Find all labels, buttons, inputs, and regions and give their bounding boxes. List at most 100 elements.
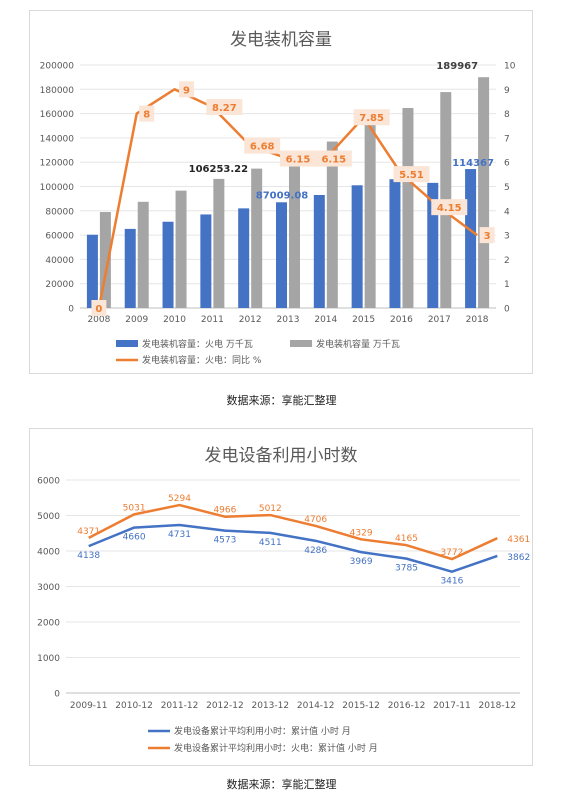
x-tick-label: 2018-12	[478, 701, 516, 711]
data-label-total: 3969	[350, 557, 373, 567]
x-tick-label: 2011	[201, 315, 224, 325]
bar-total	[402, 108, 414, 308]
growth-label-box	[479, 227, 495, 244]
data-label-thermal-2013: 87009.08	[256, 190, 309, 201]
y2-tick-label: 2	[504, 256, 510, 266]
bar-total	[99, 212, 111, 308]
x-tick-label: 2012	[239, 315, 262, 325]
capacity-chart: 0 20000 40000 60000 80000 100000 120000 140000 1…	[40, 61, 516, 366]
data-label-thermal: 4966	[213, 506, 236, 516]
x-tick-label: 2017	[428, 315, 451, 325]
x-tick-label: 2014	[314, 315, 337, 325]
growth-data-label: 0	[95, 304, 102, 315]
x-tick-label: 2010-12	[115, 701, 153, 711]
line-total	[88, 523, 498, 573]
bar-total	[251, 168, 263, 308]
line-thermal	[88, 503, 498, 561]
data-label-total: 4573	[213, 536, 236, 546]
y2-tick-label: 3	[504, 232, 510, 242]
data-label-total: 3785	[395, 564, 418, 574]
y-tick-label: 0	[54, 690, 60, 700]
data-label-total: 4138	[77, 551, 100, 561]
legend-label-thermal: 发电装机容量：火电 万千瓦	[142, 338, 253, 350]
growth-data-label: 6.68	[250, 142, 275, 153]
y-tick-label: 5000	[37, 512, 60, 522]
growth-label-box	[431, 199, 468, 216]
data-label-thermal: 5012	[259, 504, 282, 514]
growth-label-box	[91, 300, 107, 316]
data-label-thermal: 4706	[304, 515, 327, 525]
y-tick-label: 3000	[37, 583, 60, 593]
y-tick-label: 180000	[40, 86, 75, 96]
x-tick-label: 2009-11	[70, 701, 108, 711]
bar-thermal	[276, 202, 287, 308]
x-tick-label: 2015	[352, 315, 375, 325]
data-label-total-2018: 189967	[436, 61, 478, 72]
data-label-thermal: 4371	[77, 527, 100, 537]
x-tick-label: 2008	[87, 315, 110, 325]
y-tick-label: 100000	[40, 183, 75, 193]
x-tick-label: 2011-12	[161, 701, 199, 711]
growth-data-label: 5.51	[399, 170, 424, 181]
data-label-thermal: 4165	[395, 534, 418, 544]
y-tick-label: 20000	[45, 280, 74, 290]
bar-total	[289, 156, 300, 308]
source-note-2: 数据来源：享能汇整理	[226, 778, 337, 791]
bar-thermal	[351, 185, 363, 308]
x-tick-label: 2014-12	[297, 701, 335, 711]
y-tick-label: 6000	[37, 477, 60, 487]
growth-label-box	[206, 99, 243, 116]
growth-label-box	[393, 166, 430, 183]
y2-tick-label: 6	[504, 159, 510, 169]
bar-total	[326, 141, 338, 308]
growth-data-label: 8.27	[212, 103, 237, 114]
x-tick-label: 2016	[390, 315, 413, 325]
data-label-total: 4660	[123, 533, 146, 543]
data-label-total: 4286	[304, 546, 327, 556]
growth-label-box	[353, 109, 390, 126]
data-label-total: 3862	[507, 553, 530, 563]
y2-tick-label: 7	[504, 134, 510, 144]
data-label-total: 4731	[168, 530, 191, 540]
y-tick-label: 40000	[45, 256, 74, 266]
y2-tick-label: 9	[504, 86, 510, 96]
y-tick-label: 80000	[45, 207, 74, 217]
y-tick-label: 60000	[45, 232, 74, 242]
legend-swatch-total	[290, 340, 312, 347]
bar-total	[213, 178, 225, 308]
growth-label-box	[139, 105, 155, 122]
y2-tick-label: 0	[504, 305, 510, 315]
y2-tick-label: 4	[504, 207, 510, 217]
bar-thermal	[162, 221, 174, 308]
growth-data-label: 9	[183, 85, 190, 96]
x-tick-label: 2016-12	[388, 701, 426, 711]
utilization-chart: 0 1000 2000 3000 4000 5000 6000 2009-11 2010-12 2…	[37, 477, 530, 755]
growth-label-box	[244, 137, 281, 154]
bar-total	[364, 122, 376, 309]
growth-label-box	[179, 81, 195, 98]
bar-total	[478, 77, 490, 308]
data-label-thermal: 5031	[123, 503, 146, 513]
y-tick-label: 4000	[37, 548, 60, 558]
x-tick-label: 2012-12	[206, 701, 244, 711]
bar-total	[137, 201, 149, 308]
growth-data-label: 3	[484, 231, 491, 242]
bar-total	[175, 190, 187, 308]
data-label-total: 3416	[440, 577, 463, 587]
bar-thermal	[238, 208, 250, 308]
data-label-thermal: 4329	[350, 528, 373, 538]
x-tick-label: 2013	[277, 315, 300, 325]
y2-tick-label: 8	[504, 110, 510, 120]
x-tick-label: 2013-12	[251, 701, 289, 711]
bar-thermal	[86, 234, 98, 308]
bar-thermal	[427, 182, 439, 308]
data-label-thermal-2018: 114367	[452, 158, 494, 169]
y-tick-label: 120000	[40, 159, 75, 169]
x-tick-label: 2010	[163, 315, 186, 325]
capacity-chart-panel: 发电装机容量 0 20000 40000 60000 80000 100000 120000…	[29, 10, 533, 374]
utilization-chart-panel: 发电设备利用小时数 0 1000 2000 3000 4000 5000 6000 2009-…	[29, 428, 533, 766]
y-tick-label: 0	[68, 305, 74, 315]
x-tick-label: 2018	[466, 315, 489, 325]
y2-tick-label: 5	[504, 183, 510, 193]
y-tick-label: 140000	[40, 134, 75, 144]
